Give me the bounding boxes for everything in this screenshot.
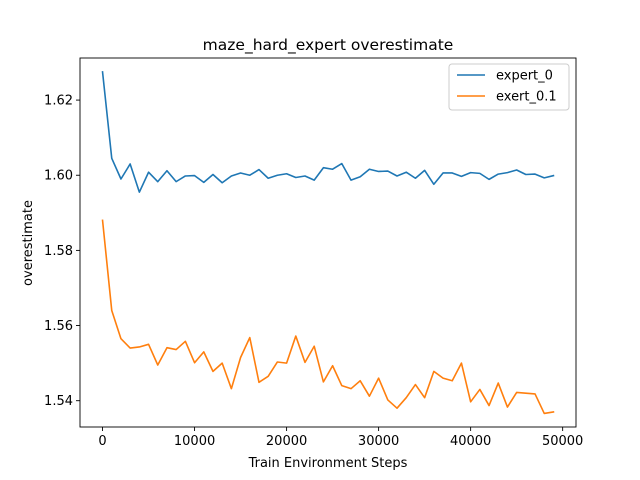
legend-label-2: exert_0.1 [496, 90, 557, 105]
x-tick-label: 20000 [266, 434, 307, 449]
axes-layer: 0 10000 20000 30000 40000 50000 1.54 1.56 1.58 1.… [44, 57, 583, 449]
plot-frame [79, 57, 577, 428]
x-tick-label: 30000 [358, 434, 399, 449]
legend: expert_0 exert_0.1 [448, 63, 570, 111]
y-tick-label: 1.56 [44, 319, 73, 334]
x-tick-label: 0 [98, 434, 106, 449]
y-tick-label: 1.60 [44, 169, 73, 184]
series-line-1 [101, 71, 555, 193]
x-axis-label: Train Environment Steps [248, 456, 408, 471]
series-layer [101, 71, 555, 415]
x-tick-label: 10000 [174, 434, 215, 449]
chart-title: maze_hard_expert overestimate [203, 36, 454, 55]
legend-label-1: expert_0 [496, 69, 553, 84]
x-tick-label: 40000 [450, 434, 491, 449]
x-tick-label: 50000 [542, 434, 583, 449]
y-tick-label: 1.62 [44, 94, 73, 109]
y-tick-label: 1.54 [44, 394, 73, 409]
y-tick-label: 1.58 [44, 244, 73, 259]
y-axis-label: overestimate [21, 200, 36, 286]
series-line-2 [101, 219, 555, 415]
